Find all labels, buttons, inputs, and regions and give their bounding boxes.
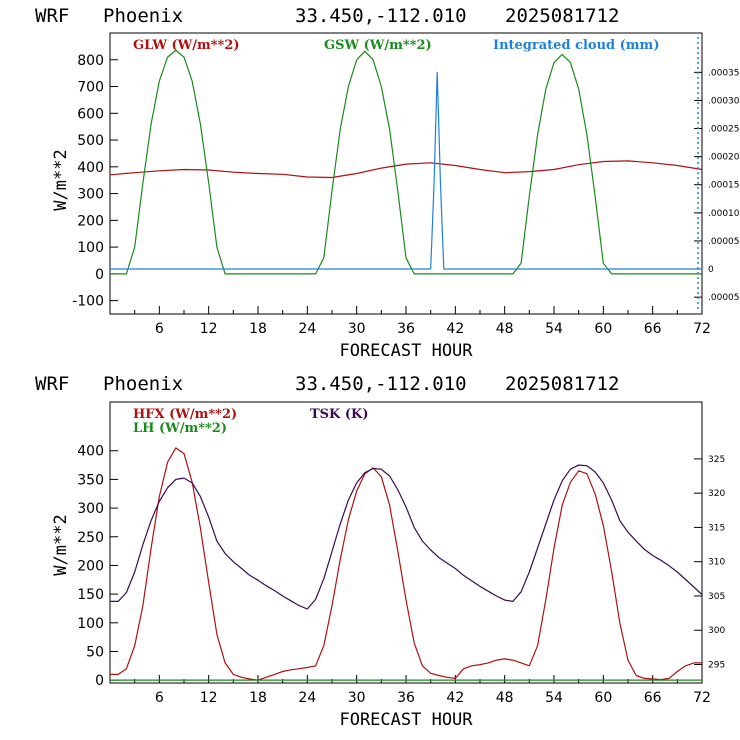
panel1-y2-tick-label: .00035 [708, 68, 740, 78]
panel2-init-label: 2025081712 [505, 373, 619, 395]
panel2-legend-hfx: HFX (W/m**2) [133, 407, 237, 422]
panel1-x-tick-label: 12 [200, 321, 218, 337]
panel1-x-tick-label: 18 [249, 321, 267, 337]
panel1-glw-line [109, 160, 703, 179]
panel1-y-tick-label: 100 [77, 240, 104, 256]
panel1-location-label: Phoenix [103, 5, 183, 27]
panel1-plot-frame [109, 32, 703, 315]
panel1-y-tick-label: 500 [77, 133, 104, 149]
panel2-y-tick-label: 0 [95, 673, 104, 689]
panel1-init-label: 2025081712 [505, 5, 619, 27]
panel2-y2-tick-label: 305 [708, 592, 725, 602]
panel1-y-axis-label: W/m**2 [51, 149, 71, 210]
panel1-x-tick-label: 30 [348, 321, 366, 337]
panel2-y-tick-label: 150 [77, 587, 104, 603]
panel1-y-tick-label: 700 [77, 80, 104, 96]
panel1-x-tick-label: 48 [496, 321, 514, 337]
panel2-legend-tsk: TSK (K) [310, 407, 369, 422]
panel2-x-tick-label: 36 [397, 690, 415, 706]
panel1-y-tick-label: 200 [77, 213, 104, 229]
panel1-x-tick-label: 60 [594, 321, 612, 337]
panel2-x-tick-label: 6 [155, 690, 164, 706]
panel2-plot-frame [109, 401, 703, 684]
panel2-x-tick-label: 12 [200, 690, 218, 706]
panel2-x-tick-label: 72 [693, 690, 711, 706]
panel1-y2-tick-label: .00015 [708, 181, 740, 191]
panel1-x-tick-label: 72 [693, 321, 711, 337]
panel1-y-tick-label: 300 [77, 187, 104, 203]
panel1-x-tick-label: 54 [545, 321, 563, 337]
series-layer [109, 37, 703, 681]
panel1-y2-tick-label: .00020 [708, 153, 740, 163]
panel2-y-tick-label: 400 [77, 444, 104, 460]
panel2-tsk-line [110, 464, 703, 610]
panel1-y-tick-label: 600 [77, 106, 104, 122]
panel2-x-tick-label: 66 [644, 690, 662, 706]
panel2-y-tick-label: 350 [77, 472, 104, 488]
panel2-y2-tick-label: 300 [708, 626, 725, 636]
panel1-y2-tick-label: .00030 [708, 96, 740, 106]
panel1-x-tick-label: 66 [644, 321, 662, 337]
panel1-y2-tick-label: .00025 [708, 125, 740, 135]
panel1-gsw-line [110, 49, 702, 275]
panel2-y-tick-label: 200 [77, 558, 104, 574]
panel1-y2-tick-label: 0 [708, 265, 714, 275]
panel2-legend-lh: LH (W/m**2) [133, 421, 227, 436]
panel1-y-tick-label: 400 [77, 160, 104, 176]
panel2-x-tick-label: 18 [249, 690, 267, 706]
panel2-y-tick-label: 100 [77, 616, 104, 632]
panel1-legend-gsw: GSW (W/m**2) [324, 38, 432, 53]
panel2-x-tick-label: 42 [446, 690, 464, 706]
panel2-x-tick-label: 24 [298, 690, 316, 706]
panel2-y2-tick-label: 310 [708, 558, 725, 568]
panel2-model-label: WRF [35, 373, 69, 395]
panel1-x-tick-label: 42 [446, 321, 464, 337]
panel2-coords-label: 33.450,-112.010 [295, 373, 467, 395]
panel2-y2-tick-label: 295 [708, 660, 725, 670]
panel1-y-tick-label: -100 [72, 294, 104, 310]
panel1-model-label: WRF [35, 5, 69, 27]
panel2-x-tick-label: 54 [545, 690, 563, 706]
panel1-y2-tick-label: .00010 [708, 209, 740, 219]
panel2-y-tick-label: 250 [77, 530, 104, 546]
panel2-y2-tick-label: 320 [708, 489, 725, 499]
panel1-integrated-line [110, 71, 702, 270]
panel2-y-tick-label: 300 [77, 501, 104, 517]
panel1-x-axis-label: FORECAST HOUR [339, 341, 473, 361]
panel2-y2-tick-label: 325 [708, 455, 725, 465]
panel1-y2-tick-label: .00005 [708, 293, 740, 303]
panel2-location-label: Phoenix [103, 373, 183, 395]
panel2-y2-tick-label: 315 [708, 523, 725, 533]
panel2-y-tick-label: 50 [86, 644, 104, 660]
panel1-x-tick-label: 6 [155, 321, 164, 337]
panel2-x-tick-label: 48 [496, 690, 514, 706]
panel1-y-tick-label: 800 [77, 53, 104, 69]
panel2-x-tick-label: 60 [594, 690, 612, 706]
panel1-y-tick-label: 0 [95, 267, 104, 283]
panel1-coords-label: 33.450,-112.010 [295, 5, 467, 27]
panel1-x-tick-label: 24 [298, 321, 316, 337]
panel1-x-tick-label: 36 [397, 321, 415, 337]
panel1-legend-glw: GLW (W/m**2) [133, 38, 240, 53]
panel1-legend-cloud: Integrated cloud (mm) [493, 38, 659, 53]
tick-layer: 6 12 18 24 30 36 42 48 54 60 66 72-1000100200300400… [72, 53, 740, 706]
panel2-x-tick-label: 30 [348, 690, 366, 706]
panel1-y2-tick-label: .00005 [708, 237, 740, 247]
panel2-x-axis-label: FORECAST HOUR [339, 710, 473, 730]
panel2-y-axis-label: W/m**2 [51, 514, 71, 575]
panel2-hfx-line [110, 447, 702, 681]
